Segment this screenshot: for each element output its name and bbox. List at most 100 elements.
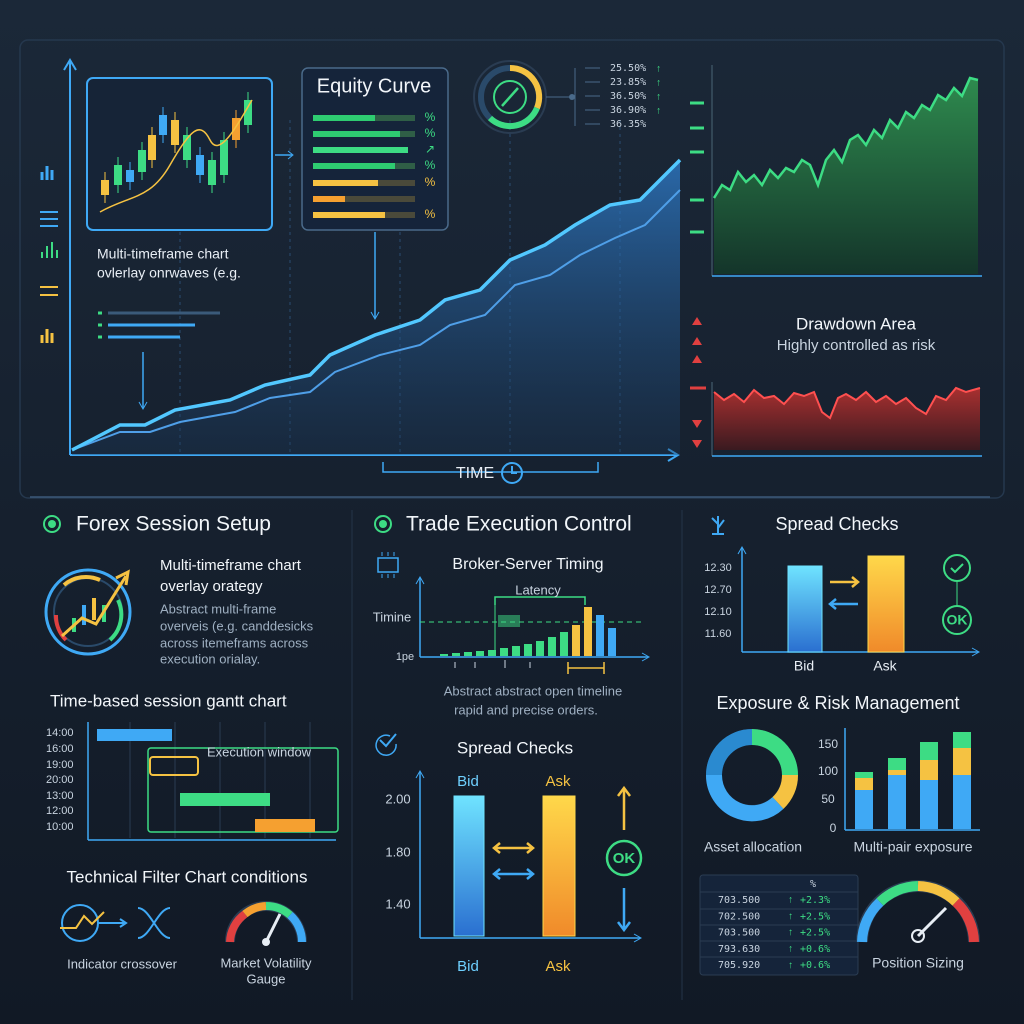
forex-session-panel-shape [149,756,199,776]
mark: % [425,175,436,189]
forex-session-panel-shape [287,912,307,943]
mark: % [425,158,436,172]
top-section-shape [313,115,415,218]
icon-label: Market Volatility [220,955,312,970]
caption: Multi-timeframe chart [97,246,229,262]
forex-session-panel-shape [119,918,128,928]
stack-segment [953,775,971,829]
section-title: Exposure & Risk Management [716,693,959,713]
timing-bar [512,646,520,656]
right-panel-shape [706,729,753,776]
heading: overlay orategy [160,578,263,595]
trade-execution-panel-shape [377,557,399,573]
trend-arrow: ↑ [788,911,793,922]
top-section-shape-shape: ↑ [656,78,661,89]
stack-segment [888,758,906,770]
forex-session-panel-shape [147,747,339,833]
forex-session-panel-shape [53,614,68,642]
legend-value: 36.90% [610,105,646,116]
mark: ↗ [425,142,435,156]
top-section-shape [98,311,220,339]
top-section-shape [63,58,77,71]
section-title: Forex Session Setup [76,513,271,536]
top-section-shape [370,311,380,321]
top-section-shape-shape [692,355,702,363]
body-text: execution orialay. [160,651,260,666]
y-label: 11.60 [705,628,732,640]
top-section-shape [99,99,253,213]
section-title: Trade Execution Control [406,513,632,536]
timing-bar [500,648,508,656]
top-section-shape-shape [40,329,54,343]
top-section-shape [71,189,681,451]
top-section-shape [713,386,981,420]
time-label: 19:00 [46,759,74,771]
right-panel-shape [952,898,979,943]
timing-bar [488,650,496,656]
top-section-shape [287,150,294,160]
caption: Abstract abstract open timeline [444,683,622,698]
chart-title: Spread Checks [457,738,573,757]
top-section-shape [72,160,680,455]
time-label: 10:00 [46,821,74,833]
top-section-shape [585,67,600,125]
forex-session-panel-shape [60,911,105,929]
trade-execution-panel-shape [492,842,535,854]
y-label: 2.00 [385,791,410,806]
chart-title: Time-based session gantt chart [50,691,287,710]
trade-execution-panel-shape [498,615,520,627]
top-section-shape-shape [41,242,58,258]
top-section-shape [712,76,979,199]
timing-bar [524,644,532,656]
time-label: 12:00 [46,805,74,817]
timing-bar [536,641,544,656]
candle-body [196,155,204,175]
top-section-shape [501,87,519,107]
right-texts: Spread Checks 12.30 12.70 12.10 11.60 OK… [704,514,973,971]
heading: Multi-timeframe chart [160,557,302,574]
trade-execution-panel-shape [375,734,397,756]
trend-arrow: ↑ [788,895,793,906]
top-section-shape [487,106,540,130]
top-section-shape-shape [40,286,58,296]
bar-label: Ask [545,958,571,975]
timing-bar [596,615,604,656]
forex-session-panel-shape [226,910,248,943]
stack-segment [920,780,938,829]
trade-execution-panel-shape [415,575,425,585]
table-cell: 793.630 [718,944,760,955]
caption: rapid and precise orders. [454,702,598,717]
trade-execution-panel-shape [633,933,643,943]
right-panel-shape [857,898,884,943]
chart-title: Technical Filter Chart conditions [67,867,308,886]
right-panel-shape [867,555,905,653]
top-section-shape-shape: ↑ [656,106,661,117]
right-panel-shape [711,516,725,535]
y-label: 150 [818,737,838,751]
candle-body [114,165,122,185]
body-text: overveis (e.g. canddesicks [160,618,314,633]
top-section-shape-shape [692,337,702,345]
y-label: 1.40 [385,896,410,911]
right-panel-shape [700,891,858,958]
candle-body [126,170,134,182]
forex-session-panel-shape [255,819,315,832]
candle-body [138,150,146,172]
timing-bar [608,628,616,656]
candle-body [101,180,109,195]
right-panel-shape [911,929,925,943]
timing-bar [548,637,556,656]
bar-label: Ask [873,658,897,674]
bar-label: Bid [457,773,479,790]
trade-execution-panel-shape [453,795,485,937]
axis-label: TIME [456,465,494,482]
y-label: 12.10 [704,606,732,618]
y-label: Timine [373,609,412,624]
forex-session-panel [43,515,339,946]
trade-execution-panel-shape [415,769,425,779]
table-cell: 703.500 [718,928,760,939]
top-section-shape [101,92,252,203]
timing-bar [464,652,472,656]
timing-bar [560,632,568,656]
